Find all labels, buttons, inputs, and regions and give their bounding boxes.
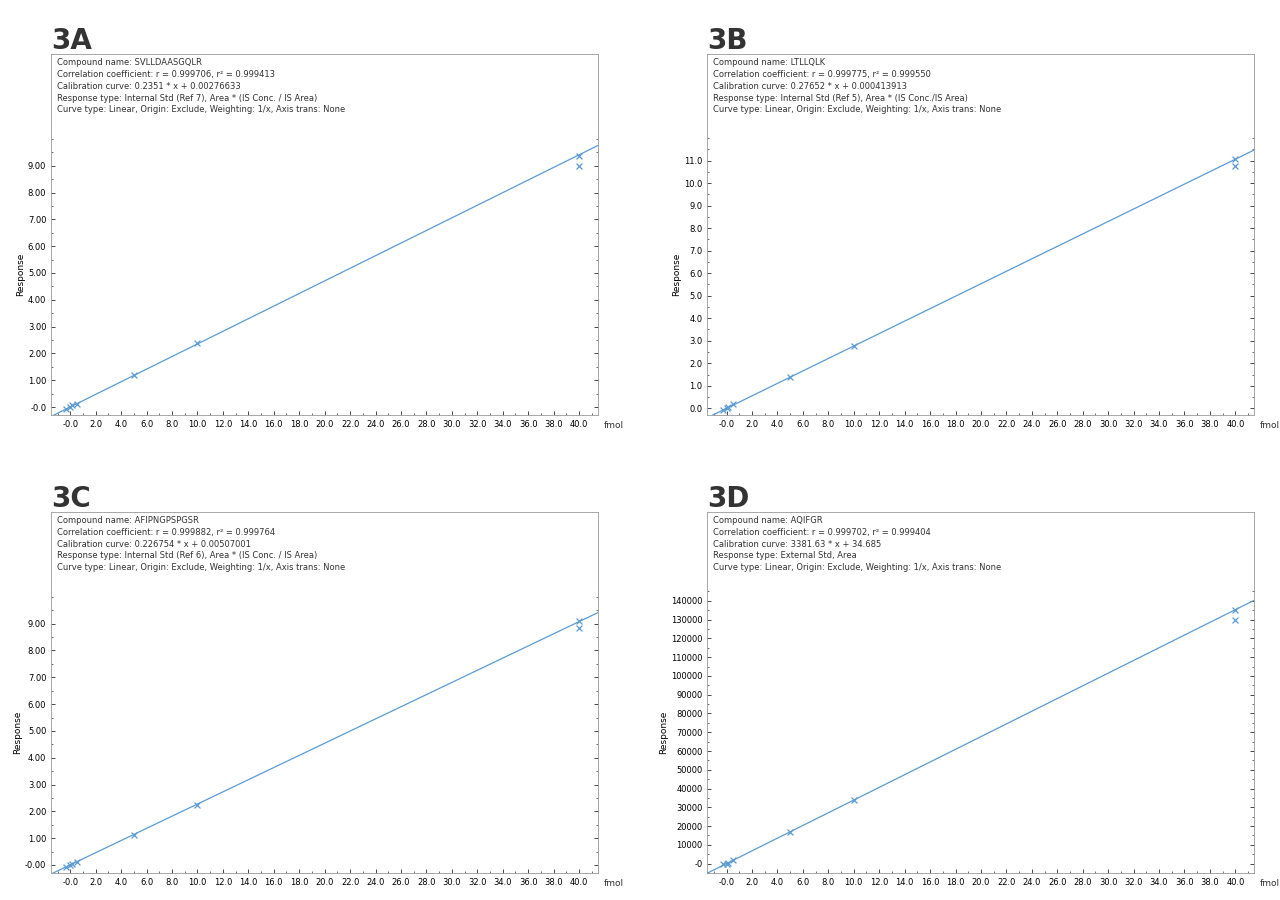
Point [61,857,82,871]
Point [1225,152,1245,166]
Text: fmol: fmol [604,878,623,887]
Text: fmol: fmol [1260,420,1280,429]
Y-axis label: Response: Response [13,711,22,754]
Point [187,336,207,350]
Text: 3C: 3C [51,485,91,513]
Point [187,798,207,813]
Point [124,828,145,842]
Point [60,858,81,872]
Point [568,159,589,174]
Point [67,397,87,411]
Text: Compound name: LTLLQLK
Correlation coefficient: r = 0.999775, r² = 0.999550
Cali: Compound name: LTLLQLK Correlation coeff… [713,58,1001,114]
Point [56,401,77,416]
Point [718,856,739,870]
Point [61,398,82,412]
Text: 3D: 3D [708,485,750,513]
Point [780,824,800,839]
Point [568,614,589,628]
Text: 3B: 3B [708,27,748,55]
Point [713,857,733,871]
Point [568,620,589,634]
Point [844,793,864,807]
Text: fmol: fmol [604,420,623,429]
Text: Compound name: SVLLDAASGQLR
Correlation coefficient: r = 0.999706, r² = 0.999413: Compound name: SVLLDAASGQLR Correlation … [56,58,344,114]
Point [568,149,589,164]
Text: 3A: 3A [51,27,92,55]
Point [717,400,737,415]
Point [124,368,145,382]
Y-axis label: Response: Response [17,253,26,296]
Point [718,400,739,414]
Point [723,397,744,411]
Point [1225,612,1245,626]
Y-axis label: Response: Response [672,253,681,296]
Text: fmol: fmol [1260,878,1280,887]
Point [717,856,737,870]
Y-axis label: Response: Response [659,711,668,754]
Point [1225,603,1245,617]
Text: Compound name: AQIFGR
Correlation coefficient: r = 0.999702, r² = 0.999404
Calib: Compound name: AQIFGR Correlation coeffi… [713,516,1001,572]
Point [67,855,87,869]
Point [780,370,800,384]
Point [723,853,744,868]
Text: Compound name: AFIPNGPSPGSR
Correlation coefficient: r = 0.999882, r² = 0.999764: Compound name: AFIPNGPSPGSR Correlation … [56,516,344,572]
Point [844,339,864,354]
Point [713,402,733,417]
Point [1225,159,1245,174]
Point [60,400,81,414]
Point [56,860,77,874]
